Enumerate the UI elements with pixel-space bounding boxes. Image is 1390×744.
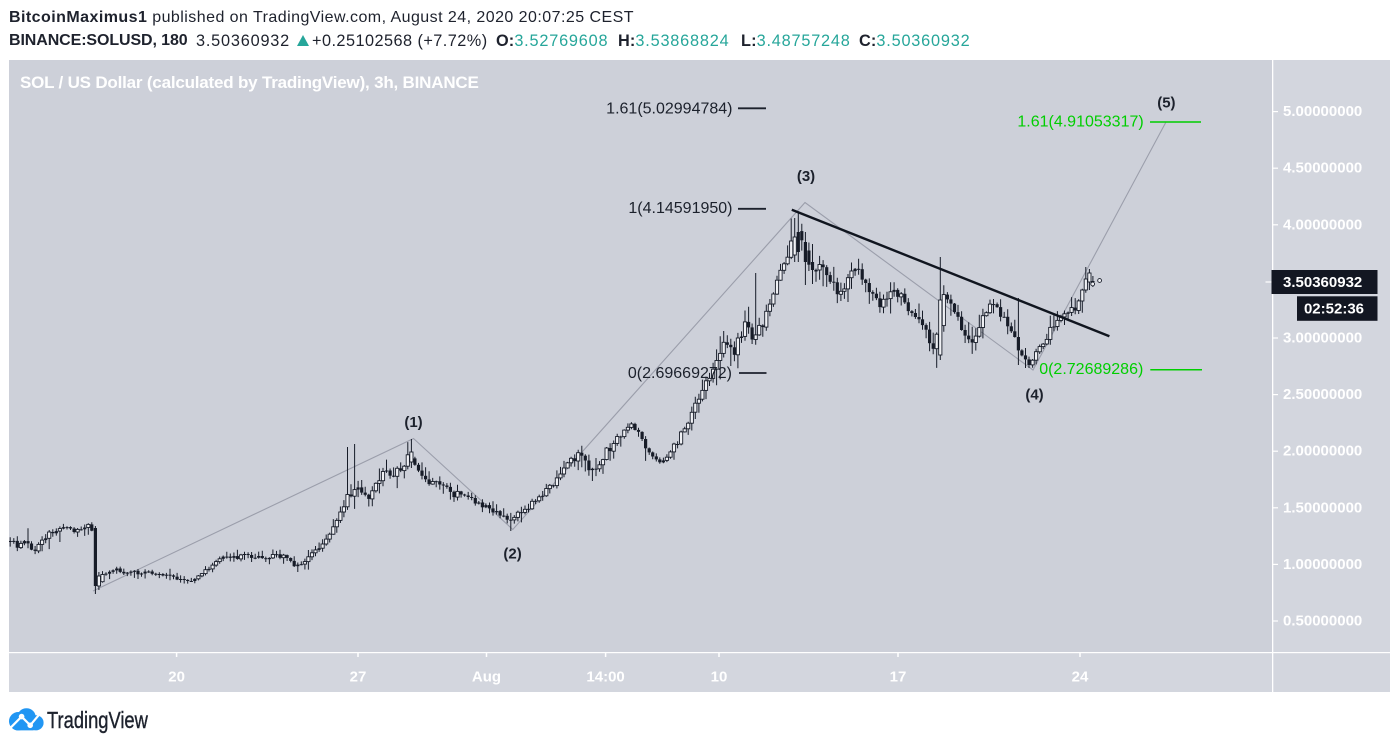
- svg-text:4.50000000: 4.50000000: [1283, 160, 1362, 177]
- svg-text:27: 27: [350, 668, 367, 685]
- svg-text:3.50360932: 3.50360932: [1283, 274, 1362, 291]
- svg-text:(3): (3): [797, 168, 815, 185]
- svg-text:24: 24: [1072, 668, 1089, 685]
- svg-text:20: 20: [168, 668, 185, 685]
- svg-text:Aug: Aug: [472, 668, 501, 685]
- svg-text:(1): (1): [404, 414, 422, 431]
- svg-text:10: 10: [711, 668, 728, 685]
- svg-text:1.50000000: 1.50000000: [1283, 499, 1362, 516]
- svg-text:17: 17: [890, 668, 907, 685]
- svg-text:1.61(4.91053317): 1.61(4.91053317): [1017, 114, 1143, 131]
- svg-text:3.00000000: 3.00000000: [1283, 330, 1362, 347]
- svg-text:SOL / US Dollar (calculated by: SOL / US Dollar (calculated by TradingVi…: [20, 73, 479, 92]
- svg-text:14:00: 14:00: [586, 668, 624, 685]
- svg-text:1.61(5.02994784): 1.61(5.02994784): [606, 100, 732, 117]
- svg-text:0(2.69669272): 0(2.69669272): [628, 365, 732, 382]
- svg-text:2.50000000: 2.50000000: [1283, 386, 1362, 403]
- svg-text:1(4.14591950): 1(4.14591950): [628, 200, 732, 217]
- svg-text:(4): (4): [1025, 387, 1043, 404]
- svg-text:1.00000000: 1.00000000: [1283, 556, 1362, 573]
- svg-text:5.00000000: 5.00000000: [1283, 103, 1362, 120]
- svg-text:(2): (2): [503, 546, 521, 563]
- svg-text:02:52:36: 02:52:36: [1304, 300, 1364, 317]
- svg-text:2.00000000: 2.00000000: [1283, 443, 1362, 460]
- svg-text:4.00000000: 4.00000000: [1283, 216, 1362, 233]
- svg-text:(5): (5): [1157, 94, 1175, 111]
- svg-text:0.50000000: 0.50000000: [1283, 613, 1362, 630]
- svg-text:0(2.72689286): 0(2.72689286): [1039, 361, 1143, 378]
